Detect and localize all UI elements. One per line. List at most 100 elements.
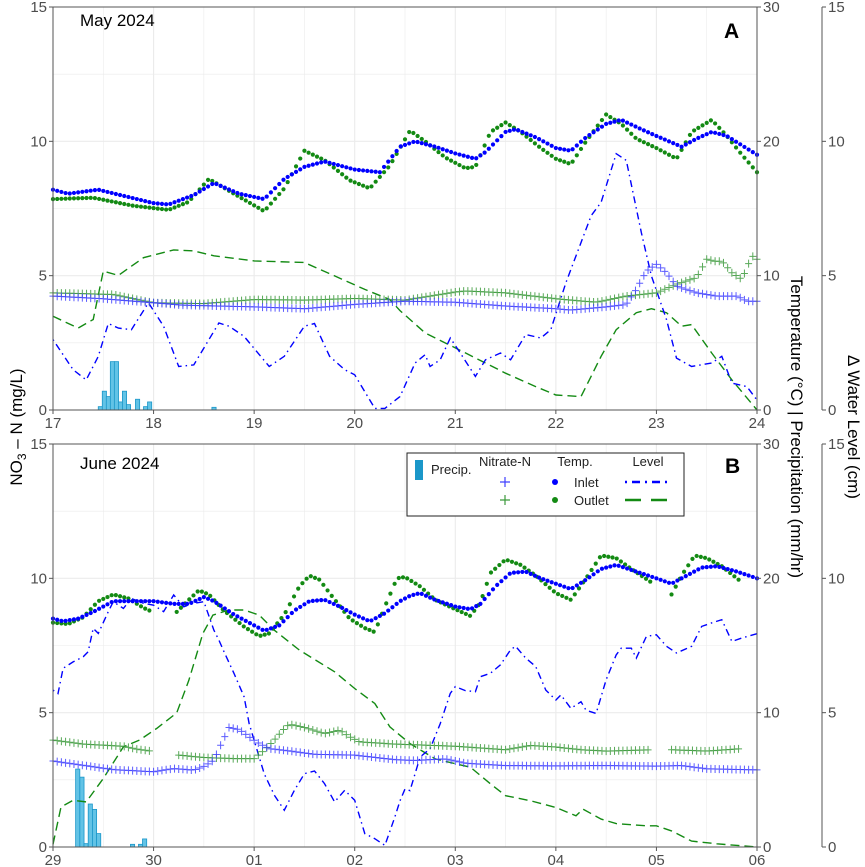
temp-inlet-point <box>700 565 705 570</box>
temp-inlet-point <box>604 565 609 570</box>
temp-inlet-point <box>214 600 219 605</box>
temp-inlet-point <box>235 614 240 619</box>
temp-outlet-point <box>602 553 607 559</box>
temp-inlet-point <box>474 603 479 609</box>
middle-tick-label: 30 <box>763 436 780 453</box>
temp-inlet-point <box>704 132 709 137</box>
temp-outlet-point <box>304 576 309 581</box>
temp-outlet-point <box>738 150 743 155</box>
temp-inlet-point <box>101 188 106 194</box>
temp-outlet-point <box>572 592 577 597</box>
nitrate-outlet-marker <box>70 738 78 747</box>
legend-temp-outlet-dot-icon <box>552 497 558 503</box>
temp-outlet-point <box>578 146 584 152</box>
temp-inlet-point <box>444 601 450 606</box>
nitrate-outlet-marker <box>719 258 727 267</box>
nitrate-outlet-marker <box>124 743 132 752</box>
nitrate-outlet-marker <box>439 290 447 299</box>
temp-outlet-point <box>522 565 527 570</box>
temp-outlet-point <box>250 629 255 634</box>
temp-inlet-point <box>306 599 311 604</box>
temp-inlet-point <box>679 576 684 581</box>
temp-outlet-point <box>92 195 98 201</box>
temp-outlet-point <box>205 177 211 182</box>
nitrate-inlet-marker <box>292 747 300 756</box>
nitrate-inlet-marker <box>636 279 644 288</box>
x-tick-label: 24 <box>749 415 766 432</box>
x-tick-label: 22 <box>548 415 565 432</box>
middle-tick-label: 30 <box>763 0 780 16</box>
temp-inlet-point <box>159 201 165 206</box>
temp-outlet-point <box>733 145 739 150</box>
temp-outlet-point <box>143 205 148 210</box>
temp-inlet-point <box>604 121 609 126</box>
nitrate-outlet-marker <box>665 283 673 292</box>
temp-outlet-point <box>109 593 114 598</box>
temp-outlet-point <box>247 200 253 206</box>
temp-inlet-point <box>55 617 60 622</box>
temp-inlet-point <box>444 148 450 153</box>
temp-outlet-point <box>356 181 362 187</box>
temp-outlet-point <box>604 112 609 117</box>
temp-inlet-point <box>151 201 156 206</box>
temp-inlet-point <box>549 143 554 148</box>
temp-inlet-point <box>469 606 475 611</box>
temp-outlet-point <box>310 152 315 157</box>
temp-inlet-point <box>532 573 538 578</box>
temp-inlet-point <box>708 564 714 569</box>
temp-inlet-point <box>201 186 206 192</box>
temp-inlet-point <box>541 577 546 582</box>
temp-inlet-point <box>696 135 701 141</box>
temp-inlet-point <box>398 144 403 149</box>
temp-inlet-point <box>574 583 579 588</box>
temp-inlet-point <box>687 140 693 145</box>
legend-box <box>406 452 685 517</box>
nitrate-outlet-marker <box>510 744 518 753</box>
nitrate-inlet-marker <box>640 271 648 280</box>
temp-inlet-point <box>226 609 232 614</box>
temp-inlet-point <box>482 596 487 602</box>
nitrate-outlet-marker <box>74 739 82 748</box>
temp-inlet-point <box>545 141 550 146</box>
temp-inlet-point <box>193 191 198 197</box>
right-axis-title: Δ Water Level (cm) <box>844 355 863 499</box>
temp-inlet-point <box>687 571 693 576</box>
temp-outlet-point <box>474 162 479 168</box>
temp-outlet-point <box>503 120 508 125</box>
temp-inlet-point <box>172 200 177 205</box>
x-tick-label: 01 <box>246 852 263 867</box>
temp-outlet-point <box>436 149 441 155</box>
legend-temp-header: Temp. <box>557 454 592 469</box>
temp-outlet-point <box>314 154 320 159</box>
temp-outlet-point <box>679 147 684 152</box>
temp-inlet-point <box>440 147 445 152</box>
temp-outlet-point <box>712 121 718 126</box>
temp-inlet-point <box>184 195 190 200</box>
temp-inlet-point <box>478 153 483 158</box>
temp-outlet-point <box>690 556 695 561</box>
nitrate-outlet-marker <box>728 268 736 277</box>
temp-outlet-point <box>176 203 181 208</box>
nitrate-inlet-marker <box>305 749 313 758</box>
temp-outlet-point <box>524 134 529 139</box>
nitrate-outlet-marker <box>271 735 279 744</box>
temp-inlet-point <box>536 136 542 142</box>
temp-inlet-point <box>608 564 613 569</box>
temp-outlet-point <box>384 601 389 606</box>
nitrate-inlet-marker <box>250 736 258 745</box>
temp-inlet-point <box>465 606 470 611</box>
temp-inlet-point <box>105 602 110 607</box>
temp-inlet-point <box>507 128 512 133</box>
nitrate-outlet-marker <box>275 730 283 739</box>
temp-inlet-point <box>193 598 198 603</box>
legend-temp-inlet-dot-icon <box>552 479 558 485</box>
temp-outlet-point <box>122 595 127 600</box>
left-tick-label: 10 <box>30 133 47 150</box>
temp-inlet-point <box>557 146 563 151</box>
temp-outlet-point <box>620 123 626 128</box>
temp-outlet-point <box>675 155 680 160</box>
temp-inlet-point <box>109 599 114 605</box>
temp-inlet-point <box>436 598 441 604</box>
temp-inlet-point <box>184 601 190 606</box>
temp-outlet-point <box>566 161 571 166</box>
